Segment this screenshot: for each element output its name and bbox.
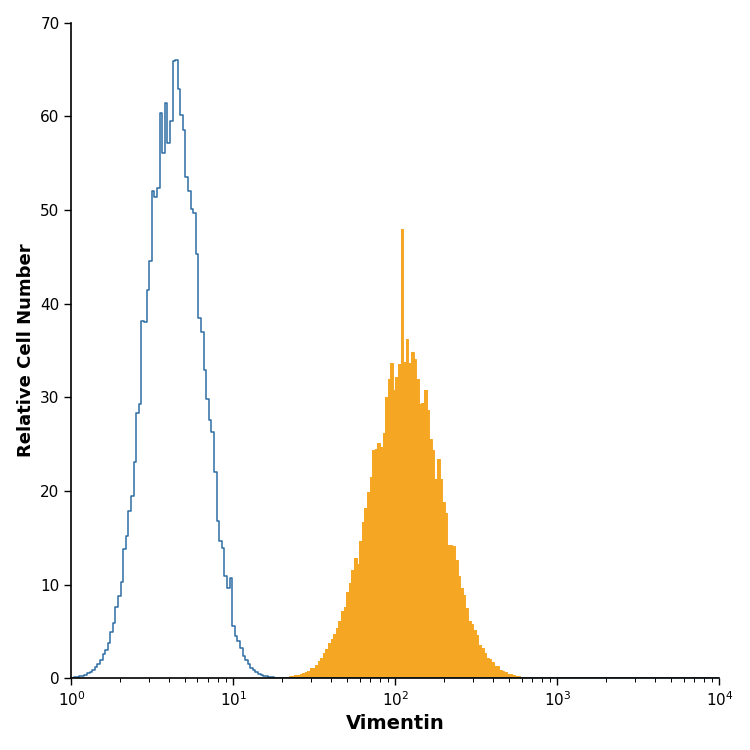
X-axis label: Vimentin: Vimentin: [346, 714, 445, 734]
Y-axis label: Relative Cell Number: Relative Cell Number: [16, 244, 34, 458]
